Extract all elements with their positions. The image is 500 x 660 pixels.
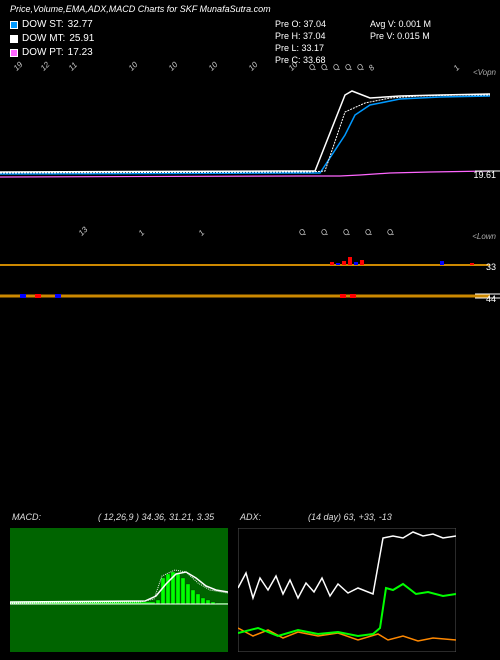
adx-label: ADX:	[240, 512, 261, 522]
macd-params: ( 12,26,9 ) 34.36, 31.21, 3.35	[98, 512, 214, 522]
price-chart	[0, 65, 500, 220]
macd-label: MACD:	[12, 512, 41, 522]
volume-axis-ticks: 1311QQQQQ	[0, 230, 500, 242]
stats-ohlc: Pre O: 37.04 Pre H: 37.04 Pre L: 33.17 P…	[275, 18, 326, 66]
value-label-44: 44	[486, 294, 496, 304]
legend: DOW ST: 32.77 DOW MT: 25.91 DOW PT: 17.2…	[10, 18, 94, 60]
adx-params: (14 day) 63, +33, -13	[308, 512, 392, 522]
axis-label-lown: <Lown	[472, 232, 496, 241]
stat-pre-h: Pre H: 37.04	[275, 30, 326, 42]
stat-pre-v: Pre V: 0.015 M	[370, 30, 431, 42]
stat-pre-o: Pre O: 37.04	[275, 18, 326, 30]
legend-st-label: DOW ST:	[22, 18, 64, 32]
adx-panel	[238, 528, 456, 652]
legend-pt-label: DOW PT:	[22, 46, 64, 60]
legend-box-mt	[10, 35, 18, 43]
legend-pt-value: 17.23	[68, 46, 93, 60]
legend-mt-label: DOW MT:	[22, 32, 65, 46]
stat-pre-l: Pre L: 33.17	[275, 42, 326, 54]
ema-chart	[0, 292, 500, 304]
value-label-1961: 19.61	[473, 170, 496, 180]
legend-pt: DOW PT: 17.23	[10, 46, 94, 60]
legend-st-value: 32.77	[68, 18, 93, 32]
value-label-33: 33	[486, 262, 496, 272]
gap-area	[0, 310, 500, 510]
stats-vol: Avg V: 0.001 M Pre V: 0.015 M	[370, 18, 431, 42]
legend-box-st	[10, 21, 18, 29]
legend-mt-value: 25.91	[69, 32, 94, 46]
volume-chart	[0, 245, 500, 275]
macd-panel	[10, 528, 228, 652]
legend-box-pt	[10, 49, 18, 57]
chart-title: Price,Volume,EMA,ADX,MACD Charts for SKF…	[10, 4, 271, 14]
legend-st: DOW ST: 32.77	[10, 18, 94, 32]
legend-mt: DOW MT: 25.91	[10, 32, 94, 46]
stat-avg-v: Avg V: 0.001 M	[370, 18, 431, 30]
